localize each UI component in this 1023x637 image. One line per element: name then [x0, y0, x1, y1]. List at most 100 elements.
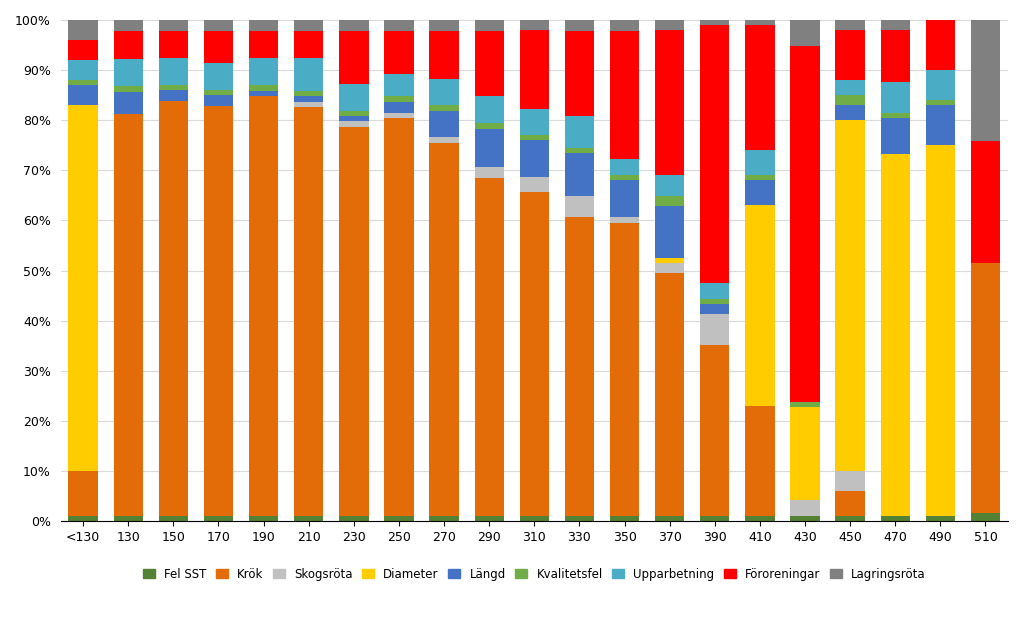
Bar: [69, 471, 98, 516]
Bar: [430, 143, 458, 516]
Bar: [114, 31, 143, 59]
Bar: [836, 120, 864, 471]
Bar: [204, 20, 233, 31]
Bar: [430, 78, 458, 105]
Bar: [836, 95, 864, 105]
Bar: [385, 20, 413, 31]
Bar: [475, 31, 504, 96]
Bar: [204, 90, 233, 96]
Bar: [655, 516, 684, 521]
Bar: [971, 20, 1000, 141]
Bar: [836, 20, 864, 30]
Bar: [926, 105, 955, 145]
Bar: [430, 111, 458, 137]
Bar: [294, 96, 323, 102]
Bar: [655, 20, 684, 31]
Bar: [294, 91, 323, 96]
Bar: [745, 175, 774, 180]
Bar: [520, 516, 549, 521]
Bar: [655, 175, 684, 196]
Bar: [294, 515, 323, 521]
Bar: [520, 31, 549, 109]
Bar: [385, 118, 413, 515]
Bar: [565, 148, 594, 154]
Bar: [385, 75, 413, 96]
Bar: [385, 515, 413, 521]
Bar: [159, 20, 188, 31]
Bar: [340, 111, 368, 116]
Bar: [655, 273, 684, 516]
Bar: [745, 406, 774, 516]
Bar: [610, 175, 639, 180]
Bar: [881, 154, 909, 516]
Bar: [204, 96, 233, 106]
Bar: [204, 63, 233, 90]
Bar: [114, 113, 143, 515]
Bar: [565, 516, 594, 521]
Bar: [836, 105, 864, 120]
Bar: [881, 113, 909, 118]
Bar: [385, 31, 413, 75]
Bar: [565, 217, 594, 516]
Bar: [971, 141, 1000, 263]
Bar: [114, 59, 143, 86]
Bar: [745, 20, 774, 25]
Bar: [791, 402, 819, 408]
Bar: [836, 471, 864, 491]
Bar: [971, 263, 1000, 513]
Bar: [836, 491, 864, 516]
Bar: [249, 85, 278, 91]
Legend: Fel SST, Krök, Skogsröta, Diameter, Längd, Kvalitetsfel, Upparbetning, Förorenin: Fel SST, Krök, Skogsröta, Diameter, Läng…: [138, 563, 931, 585]
Bar: [159, 58, 188, 85]
Bar: [294, 102, 323, 107]
Bar: [700, 516, 729, 521]
Bar: [294, 20, 323, 31]
Bar: [294, 31, 323, 58]
Bar: [745, 180, 774, 205]
Bar: [340, 20, 368, 31]
Bar: [655, 262, 684, 273]
Bar: [565, 20, 594, 31]
Bar: [565, 116, 594, 148]
Bar: [340, 116, 368, 121]
Bar: [791, 500, 819, 516]
Bar: [159, 515, 188, 521]
Bar: [610, 20, 639, 31]
Bar: [475, 515, 504, 521]
Bar: [520, 176, 549, 192]
Bar: [926, 70, 955, 100]
Bar: [520, 135, 549, 140]
Bar: [340, 31, 368, 84]
Bar: [745, 516, 774, 521]
Bar: [340, 121, 368, 127]
Bar: [430, 137, 458, 143]
Bar: [204, 515, 233, 521]
Bar: [836, 516, 864, 521]
Bar: [836, 80, 864, 95]
Bar: [610, 31, 639, 159]
Bar: [249, 31, 278, 58]
Bar: [69, 80, 98, 85]
Bar: [971, 513, 1000, 521]
Bar: [926, 516, 955, 521]
Bar: [565, 31, 594, 116]
Bar: [69, 60, 98, 80]
Bar: [430, 20, 458, 31]
Bar: [69, 516, 98, 521]
Bar: [520, 20, 549, 31]
Bar: [655, 206, 684, 257]
Bar: [475, 178, 504, 515]
Bar: [926, 20, 955, 70]
Bar: [700, 20, 729, 25]
Bar: [610, 180, 639, 217]
Bar: [610, 222, 639, 516]
Bar: [69, 85, 98, 105]
Bar: [610, 217, 639, 222]
Bar: [610, 516, 639, 521]
Bar: [565, 196, 594, 217]
Bar: [700, 283, 729, 299]
Bar: [881, 20, 909, 31]
Bar: [791, 20, 819, 46]
Bar: [385, 102, 413, 113]
Bar: [69, 20, 98, 40]
